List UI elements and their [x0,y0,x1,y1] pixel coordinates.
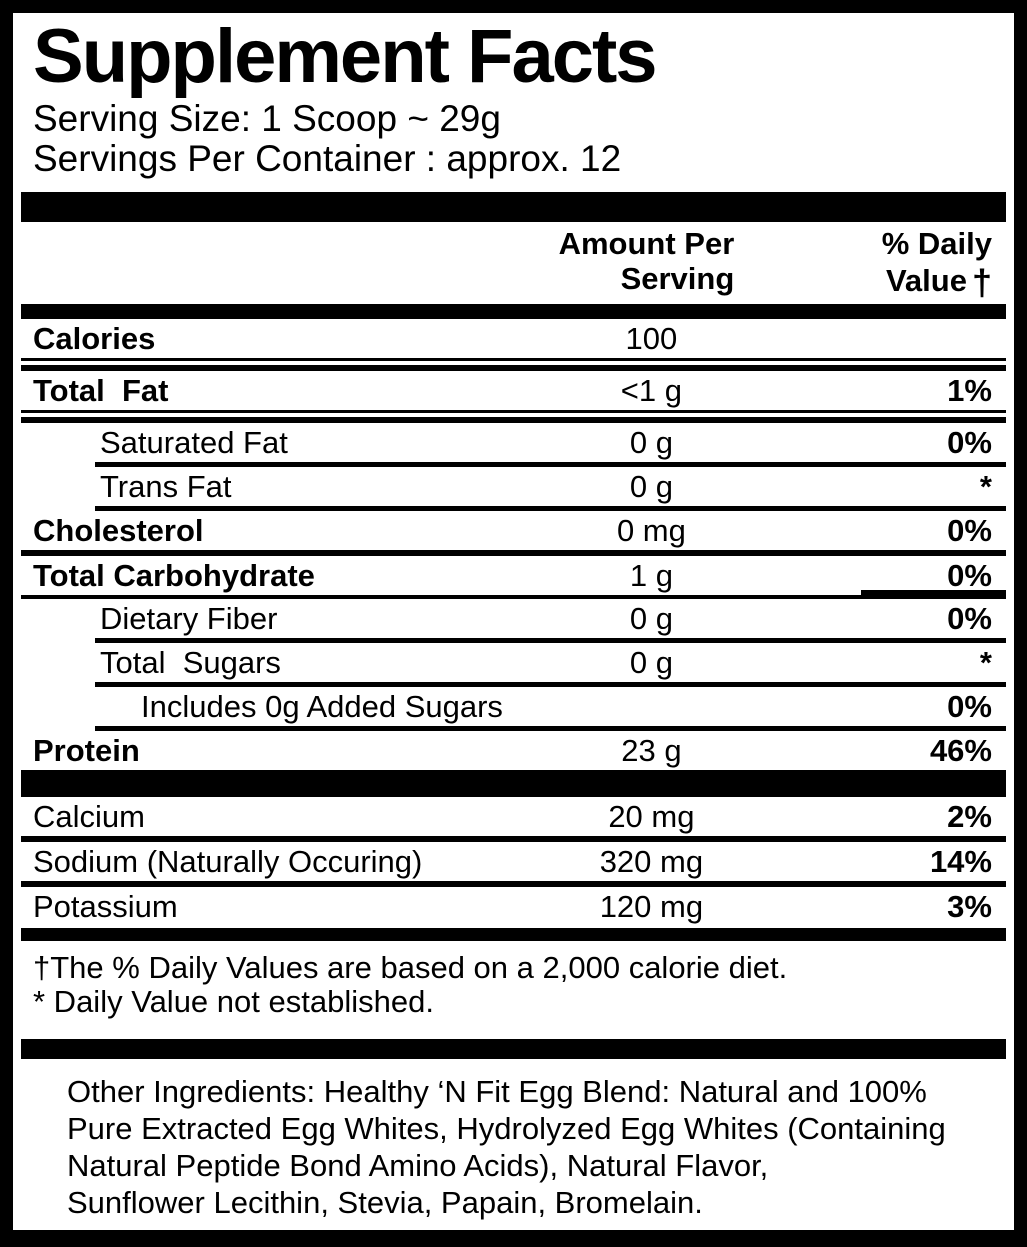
nutrient-amount: 1 g [629,557,673,593]
page-title: Supplement Facts [33,14,658,99]
other-ingredients-line: Pure Extracted Egg Whites, Hydrolyzed Eg… [67,1111,946,1146]
nutrient-label: Calcium [33,798,145,834]
nutrient-row: Includes 0g Added Sugars 0% [21,687,1006,726]
nutrient-amount: 0 g [629,468,673,504]
nutrient-dv: 0% [947,424,992,460]
nutrient-amount: 120 mg [599,888,704,924]
nutrient-row: Trans Fat 0 g * [21,467,1006,506]
nutrient-row: Total Carbohydrate 1 g 0% [21,556,1006,595]
nutrient-label: Total Sugars [100,644,281,680]
dv-header-value-text: Value [885,263,967,298]
nutrient-dv: 0% [947,688,992,724]
nutrient-row: Potassium 120 mg 3% [21,887,1006,926]
other-ingredients-line: Natural Peptide Bond Amino Acids), Natur… [67,1148,769,1183]
nutrient-row: Cholesterol 0 mg 0% [21,511,1006,550]
nutrient-row: Protein 23 g 46% [21,731,1006,770]
amount-header-line1: Amount Per [558,226,735,261]
separator-rule [95,638,1006,643]
nutrient-label: Trans Fat [100,468,232,504]
dv-header-line1: % Daily [881,226,992,261]
separator-rule [95,726,1006,731]
nutrient-dv: 46% [929,732,992,768]
amount-header-line2: Serving [620,261,735,296]
footnote-daily-values: †The % Daily Values are based on a 2,000… [33,950,788,985]
minerals-table: Calcium 20 mg 2% Sodium (Naturally Occuring… [21,797,1006,926]
section-divider-bar [21,304,1006,319]
amount-per-serving-header: Amount Per Serving [514,226,790,298]
nutrient-amount: <1 g [620,372,682,408]
nutrient-row: Saturated Fat 0 g 0% [21,423,1006,462]
nutrient-row: Calcium 20 mg 2% [21,797,1006,836]
other-ingredients-line: Other Ingredients: Healthy ‘N Fit Egg Bl… [67,1074,927,1109]
nutrient-label: Cholesterol [33,512,204,548]
nutrient-dv: 1% [947,372,992,408]
servings-per-container: Servings Per Container : approx. 12 [33,138,622,179]
other-ingredients-line: Sunflower Lecithin, Stevia, Papain, Brom… [67,1185,703,1220]
dagger-symbol: † [971,262,992,303]
nutrient-dv: * [979,644,992,680]
column-headers: Amount Per Serving % Daily Value † [21,222,1006,304]
section-divider-bar [21,770,1006,797]
nutrient-row: Total Sugars 0 g * [21,643,1006,682]
nutrient-dv: 0% [947,557,992,593]
nutrient-amount: 20 mg [608,798,695,834]
nutrient-amount: 0 g [629,424,673,460]
nutrient-label: Calories [33,320,156,356]
separator-rule [21,410,1006,423]
serving-size: Serving Size: 1 Scoop ~ 29g [33,98,501,139]
nutrients-table: Calories 100 Total Fat <1 g 1% Saturated Fat 0… [21,319,1006,770]
nutrient-dv: 0% [947,512,992,548]
separator-rule [21,358,1006,371]
nutrient-dv: 2% [947,798,992,834]
nutrient-amount: 0 g [629,644,673,680]
nutrient-label: Total Carbohydrate [33,557,315,593]
nutrient-amount: 0 mg [616,512,686,548]
nutrient-label: Saturated Fat [100,424,288,460]
nutrient-row: Calories 100 [21,319,1006,358]
separator-rule [21,590,1006,599]
nutrient-label: Dietary Fiber [100,600,278,636]
nutrient-label: Sodium (Naturally Occuring) [33,843,423,879]
separator-rule [21,550,1006,556]
separator-rule [95,462,1006,467]
nutrient-amount: 320 mg [599,843,704,879]
nutrient-row: Sodium (Naturally Occuring) 320 mg 14% [21,842,1006,881]
nutrient-label: Potassium [33,888,178,924]
separator-rule [95,506,1006,511]
nutrient-dv: * [979,468,992,504]
other-ingredients: Other Ingredients: Healthy ‘N Fit Egg Bl… [67,1073,966,1221]
section-divider-bar [21,1039,1006,1059]
nutrient-label: Includes 0g Added Sugars [141,688,503,724]
separator-rule-segment [861,590,1006,597]
separator-rule [95,682,1006,687]
nutrient-dv: 3% [947,888,992,924]
section-divider-bar [21,192,1006,222]
daily-value-header: % Daily Value † [789,226,1006,301]
separator-rule [21,836,1006,842]
nutrient-amount: 0 g [629,600,673,636]
separator-rule [21,881,1006,887]
nutrient-row: Total Fat <1 g 1% [21,371,1006,410]
nutrient-dv: 0% [947,600,992,636]
nutrient-amount: 100 [625,320,678,356]
nutrient-row: Dietary Fiber 0 g 0% [21,599,1006,638]
nutrient-amount: 23 g [621,732,682,768]
footnote-not-established: * Daily Value not established. [33,984,434,1019]
nutrient-dv: 14% [929,843,992,879]
footnotes: †The % Daily Values are based on a 2,000… [21,941,1006,1019]
dv-header-line2: Value † [789,261,992,301]
nutrient-label: Protein [33,732,140,768]
section-divider-bar [21,928,1006,941]
nutrient-label: Total Fat [33,372,169,408]
